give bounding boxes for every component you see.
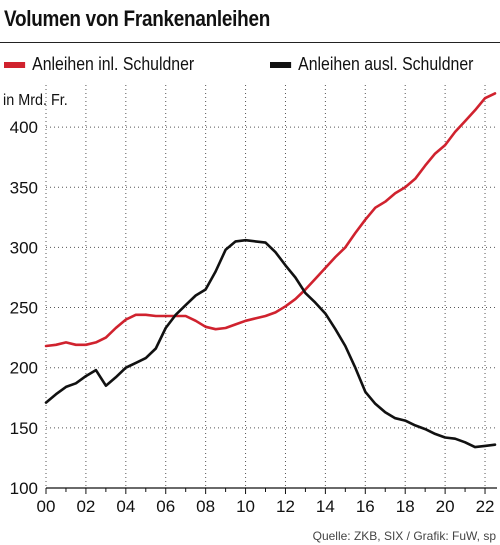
x-tick-label: 04 [116,497,135,516]
series-line-foreign [44,238,497,449]
y-unit-label: in Mrd. Fr. [3,92,68,109]
y-tick-label: 400 [10,118,38,137]
legend-label-foreign: Anleihen ausl. Schuldner [298,54,474,74]
legend-label-domestic: Anleihen inl. Schuldner [32,54,195,74]
x-tick-label: 18 [396,497,415,516]
y-tick-label: 150 [10,419,38,438]
y-tick-label: 300 [10,238,38,257]
y-tick-label: 350 [10,178,38,197]
x-tick-label: 16 [356,497,375,516]
x-tick-label: 20 [436,497,455,516]
legend-swatch-foreign [270,61,292,68]
chart-title: Volumen von Frankenanleihen [4,6,271,31]
legend-item-foreign: Anleihen ausl. Schuldner [270,54,473,75]
x-tick-label: 06 [156,497,175,516]
x-tick-label: 14 [316,497,335,516]
x-tick-label: 12 [276,497,295,516]
x-tick-label: 00 [37,497,56,516]
source-note: Quelle: ZKB, SIX / Grafik: FuW, sp [312,529,496,543]
x-tick-label: 08 [196,497,215,516]
y-tick-label: 250 [10,299,38,318]
x-tick-label: 10 [236,497,255,516]
x-tick-label: 02 [76,497,95,516]
legend: Anleihen inl. Schuldner Anleihen ausl. S… [0,54,500,80]
y-tick-label: 100 [10,479,38,498]
title-divider [0,42,500,43]
x-tick-label: 22 [476,497,495,516]
legend-item-domestic: Anleihen inl. Schuldner [4,54,194,75]
y-tick-label: 200 [10,359,38,378]
series-line-domestic [44,92,497,348]
legend-swatch-domestic [4,61,26,68]
